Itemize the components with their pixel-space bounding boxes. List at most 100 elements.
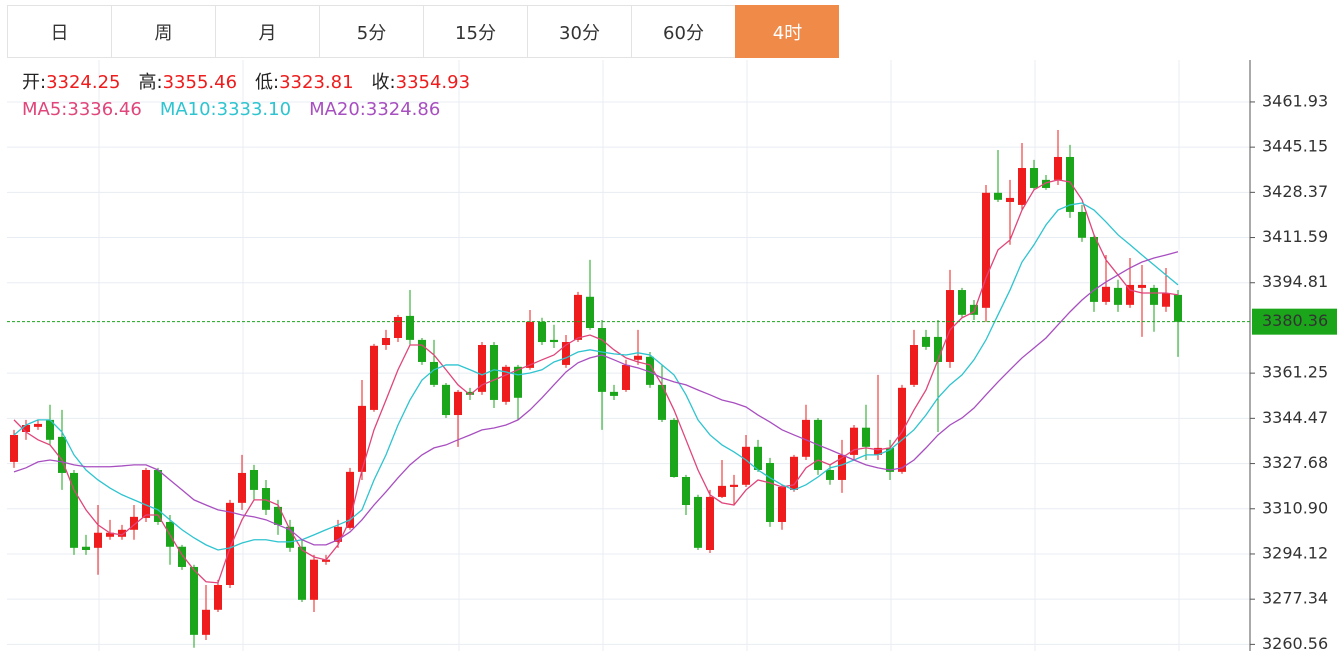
period-tab[interactable]: 60分 — [631, 5, 735, 58]
candle-body — [934, 336, 942, 362]
candle-body — [706, 496, 714, 550]
candle-body — [478, 344, 486, 392]
candle-body — [574, 294, 582, 340]
candle-body — [670, 419, 678, 477]
period-tab[interactable]: 15分 — [423, 5, 527, 58]
y-tick-label: 3294.12 — [1262, 543, 1328, 562]
candle-body — [790, 456, 798, 490]
candle-body — [1114, 287, 1122, 305]
candle-body — [502, 366, 510, 402]
candle-body — [370, 345, 378, 410]
period-tab[interactable]: 周 — [111, 5, 215, 58]
candle-body — [646, 356, 654, 385]
candle-body — [874, 447, 882, 455]
info-label: MA10: — [160, 99, 217, 120]
info-header: 开:3324.25 高:3355.46 低:3323.81 收:3354.93 MA5:… — [22, 72, 470, 120]
candle-body — [802, 419, 810, 457]
candle-body — [754, 446, 762, 470]
period-tab[interactable]: 4时 — [735, 5, 839, 58]
candle-body — [298, 546, 306, 600]
period-tab[interactable]: 月 — [215, 5, 319, 58]
candle-body — [922, 336, 930, 347]
candle-body — [910, 344, 918, 385]
candle-body — [250, 469, 258, 490]
candle-body — [742, 446, 750, 485]
candle-body — [970, 304, 978, 315]
y-tick-label: 3361.25 — [1262, 363, 1328, 382]
grid — [7, 60, 1250, 651]
candle-body — [490, 344, 498, 400]
candle-body — [1150, 287, 1158, 305]
candle-body — [10, 434, 18, 462]
candle-body — [850, 427, 858, 455]
candle-body — [310, 559, 318, 600]
candle-body — [982, 192, 990, 308]
info-value: 3333.10 — [217, 99, 291, 120]
candle-body — [1090, 236, 1098, 302]
period-tabs: 日周月 5分 15分 30分 60分 4时 — [7, 5, 839, 58]
period-tab[interactable]: 5分 — [319, 5, 423, 58]
candle-body — [946, 290, 954, 362]
candle-body — [1078, 211, 1086, 238]
candle-body — [1174, 294, 1182, 322]
info-value: 3336.46 — [67, 99, 141, 120]
candle-body — [610, 391, 618, 396]
last-price-label: 3380.36 — [1262, 311, 1328, 330]
candle-body — [1018, 168, 1026, 205]
candle-body — [634, 355, 642, 360]
candle-body — [886, 447, 894, 472]
ma-line — [13, 179, 1179, 584]
candle-body — [694, 496, 702, 548]
candle-body — [46, 419, 54, 440]
info-row: MA5:3336.46 MA10:3333.10 MA20:3324.86 — [22, 99, 440, 120]
candle-body — [514, 366, 522, 398]
candle-body — [70, 472, 78, 548]
candle-body — [466, 391, 474, 395]
candle-body — [82, 546, 90, 550]
candle-body — [538, 321, 546, 343]
candle-body — [766, 462, 774, 522]
candle-body — [178, 546, 186, 567]
candle-body — [430, 361, 438, 385]
info-row: 开:3324.25 高:3355.46 低:3323.81 收:3354.93 — [22, 72, 470, 93]
candle-body — [526, 321, 534, 368]
candle-body — [838, 454, 846, 480]
period-tab[interactable]: 日 — [7, 5, 111, 58]
info-label: MA5: — [22, 99, 67, 120]
y-tick-label: 3445.15 — [1262, 137, 1328, 156]
info-value: 3324.86 — [366, 99, 440, 120]
candle-body — [958, 290, 966, 315]
candle-body — [826, 469, 834, 480]
candle-body — [1054, 156, 1062, 180]
period-tab[interactable]: 30分 — [527, 5, 631, 58]
candle-body — [118, 529, 126, 537]
candle-body — [898, 387, 906, 472]
candle-body — [598, 328, 606, 392]
candle-body — [274, 506, 282, 525]
y-tick-label: 3461.93 — [1262, 91, 1328, 110]
candle-body — [358, 405, 366, 472]
info-label: MA20: — [309, 99, 366, 120]
candle-body — [1030, 168, 1038, 188]
candle-body — [442, 384, 450, 416]
y-tick-label: 3277.34 — [1262, 589, 1328, 608]
candle-body — [1162, 293, 1170, 307]
candle-body — [1126, 284, 1134, 305]
candle-body — [682, 476, 690, 506]
info-label: 收: — [372, 72, 396, 93]
candle-body — [142, 469, 150, 518]
candle-body — [658, 384, 666, 420]
candle-body — [586, 296, 594, 329]
candle-body — [994, 192, 1002, 200]
candle-body — [238, 472, 246, 503]
candle-body — [130, 516, 138, 530]
candle-body — [718, 485, 726, 497]
candle-body — [454, 391, 462, 416]
candle-body — [334, 526, 342, 542]
y-tick-label: 3428.37 — [1262, 182, 1328, 201]
candle-body — [202, 609, 210, 635]
y-tick-label: 3260.56 — [1262, 634, 1328, 651]
candle-body — [550, 339, 558, 343]
